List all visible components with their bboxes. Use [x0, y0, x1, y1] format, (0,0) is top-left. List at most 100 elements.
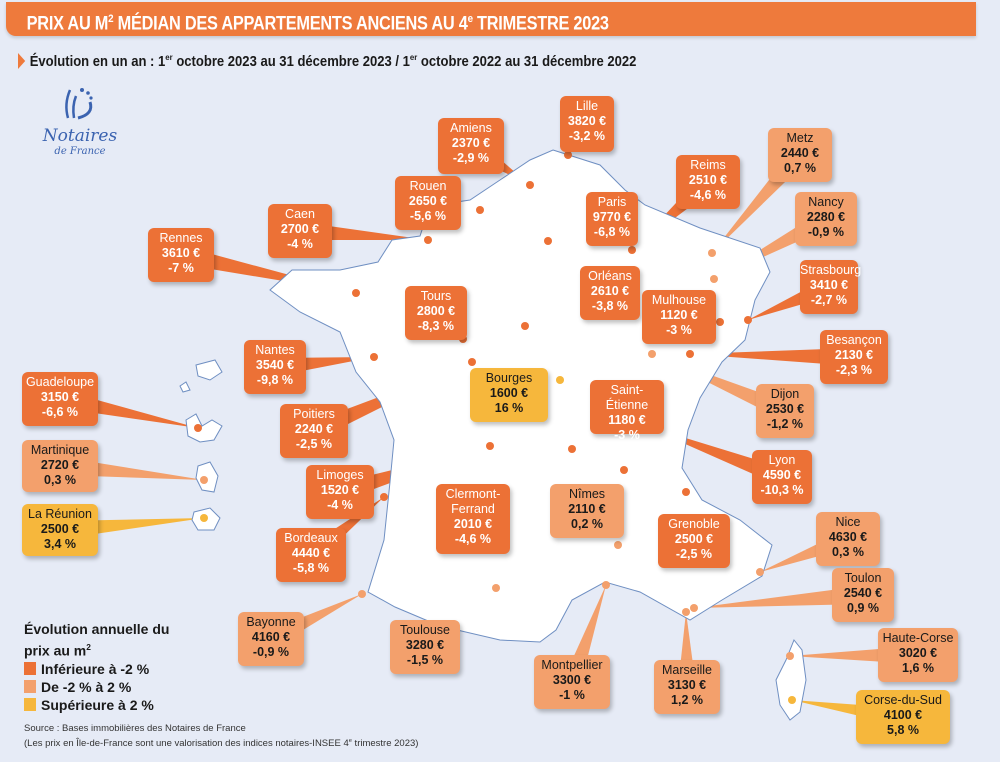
city-change: -1 % — [559, 688, 585, 702]
title-sup: e — [467, 13, 473, 25]
city-price: 2280 € — [806, 210, 846, 224]
city-change: -0,9 % — [252, 645, 290, 659]
city-label: Nice 4630 €0,3 % — [816, 512, 880, 566]
city-dot — [486, 442, 494, 450]
city-change: -3,2 % — [568, 129, 606, 143]
city-change: -7 % — [168, 261, 194, 275]
city-name: Mulhouse — [651, 293, 707, 307]
city-change: -4 % — [327, 498, 353, 512]
city-price: 2010 € — [453, 517, 493, 531]
city-name: Paris — [597, 195, 627, 209]
city-label: Martinique 2720 €0,3 % — [22, 440, 98, 492]
city-name: Toulouse — [399, 623, 451, 637]
city-change: 16 % — [494, 401, 524, 415]
city-dot — [468, 358, 476, 366]
legend-item-inferieure: Inférieure à -2 % — [24, 660, 174, 678]
logo-sub: de France — [54, 146, 106, 157]
city-price: 2240 € — [294, 422, 334, 436]
subtitle: Évolution en un an : 1er octobre 2023 au… — [18, 52, 636, 70]
city-dot — [744, 316, 752, 324]
city-dot — [380, 493, 388, 501]
city-dot — [788, 696, 796, 704]
city-name: Lyon — [768, 453, 796, 467]
city-name: Strasbourg — [800, 263, 862, 277]
city-change: -2,3 % — [835, 363, 873, 377]
city-label: Nantes 3540 € -9,8 % — [244, 340, 306, 394]
city-label: La Réunion 2500 €3,4 % — [22, 504, 98, 556]
city-label: Lyon 4590 € -10,3 % — [752, 450, 812, 504]
city-label: Metz 2440 €0,7 % — [768, 128, 832, 182]
city-name: Besançon — [826, 333, 882, 347]
city-change: -5,6 % — [409, 209, 447, 223]
city-change: 1,6 % — [902, 661, 934, 675]
city-name: Lille — [575, 99, 599, 113]
city-label: Haute-Corse 3020 €1,6 % — [878, 628, 958, 682]
city-label: Clermont-Ferrand 2010 € -4,6 % — [436, 484, 510, 554]
city-dots — [194, 151, 796, 704]
city-dot — [476, 206, 484, 214]
city-dot — [628, 246, 636, 254]
city-change: -4,6 % — [454, 532, 492, 546]
city-dot — [786, 652, 794, 660]
corsica-outline — [775, 639, 807, 721]
source-sup: e — [348, 738, 352, 744]
city-name: Orléans — [588, 269, 632, 283]
title-text: TRIMESTRE 2023 — [472, 13, 609, 35]
city-name: Limoges — [316, 468, 364, 482]
subtitle-sup: er — [165, 52, 173, 62]
city-name: Nancy — [808, 195, 844, 209]
city-price: 1520 € — [320, 483, 360, 497]
legend-title: Évolution annuelle du prix au m2 — [24, 620, 174, 660]
notaires-logo: Notaires de France — [40, 84, 120, 157]
triangle-bullet-icon — [18, 52, 26, 69]
city-name: Bordeaux — [284, 531, 338, 545]
legend: Évolution annuelle du prix au m2 Inférie… — [24, 620, 174, 714]
source-line: (Les prix en Île-de-France sont une valo… — [24, 735, 418, 750]
city-change: 0,7 % — [784, 161, 816, 175]
city-label: Tours 2800 € -8,3 % — [405, 286, 467, 340]
city-label: Paris 9770 € -6,8 % — [586, 192, 638, 246]
city-dot — [686, 350, 694, 358]
city-change: -10,3 % — [760, 483, 804, 497]
source-line: Source : Bases immobilières des Notaires… — [24, 723, 246, 734]
city-change: 3,4 % — [44, 537, 76, 551]
page-title: PRIX AU M2 MÉDIAN DES APPARTEMENTS ANCIE… — [6, 2, 840, 41]
city-change: 0,3 % — [44, 473, 76, 487]
city-name: Rouen — [409, 179, 447, 193]
subtitle-text: Évolution en un an : 1 — [29, 53, 166, 70]
city-price: 4630 € — [828, 530, 868, 544]
city-name: Nantes — [255, 343, 295, 357]
legend-item-superieure: Supérieure à 2 % — [24, 696, 174, 714]
city-name: Bourges — [485, 371, 533, 385]
city-dot — [492, 584, 500, 592]
city-dot — [756, 568, 764, 576]
title-sup: 2 — [108, 13, 114, 25]
city-dot — [352, 289, 360, 297]
city-name: Haute-Corse — [882, 631, 954, 645]
legend-swatch — [24, 662, 36, 676]
city-price: 3820 € — [567, 114, 607, 128]
city-label: Poitiers 2240 € -2,5 % — [280, 404, 348, 458]
city-price: 2720 € — [40, 458, 80, 472]
city-name: Dijon — [770, 387, 800, 401]
city-name: Montpellier — [541, 658, 603, 672]
city-change: -5,8 % — [292, 561, 330, 575]
subtitle-text: octobre 2023 au 31 décembre 2023 / 1 — [172, 53, 410, 70]
city-dot — [358, 590, 366, 598]
city-change: 0,2 % — [571, 517, 603, 531]
city-dot — [544, 237, 552, 245]
city-label: Dijon 2530 € -1,2 % — [756, 384, 814, 438]
city-name: Bayonne — [246, 615, 296, 629]
city-price: 3540 € — [255, 358, 295, 372]
title-banner: PRIX AU M2 MÉDIAN DES APPARTEMENTS ANCIE… — [6, 2, 976, 36]
city-label: Besançon 2130 € -2,3 % — [820, 330, 888, 384]
city-label: Toulon 2540 €0,9 % — [832, 568, 894, 622]
city-label: Montpellier 3300 € -1 % — [534, 655, 610, 709]
city-dot — [620, 466, 628, 474]
legend-swatch — [24, 680, 36, 694]
city-label: Bourges 1600 €16 % — [470, 368, 548, 422]
logo-emblem-icon — [65, 88, 93, 120]
city-label: Saint-Étienne 1180 € -3 % — [590, 380, 664, 442]
legend-title-sup: 2 — [86, 642, 91, 652]
city-price: 2530 € — [765, 402, 805, 416]
